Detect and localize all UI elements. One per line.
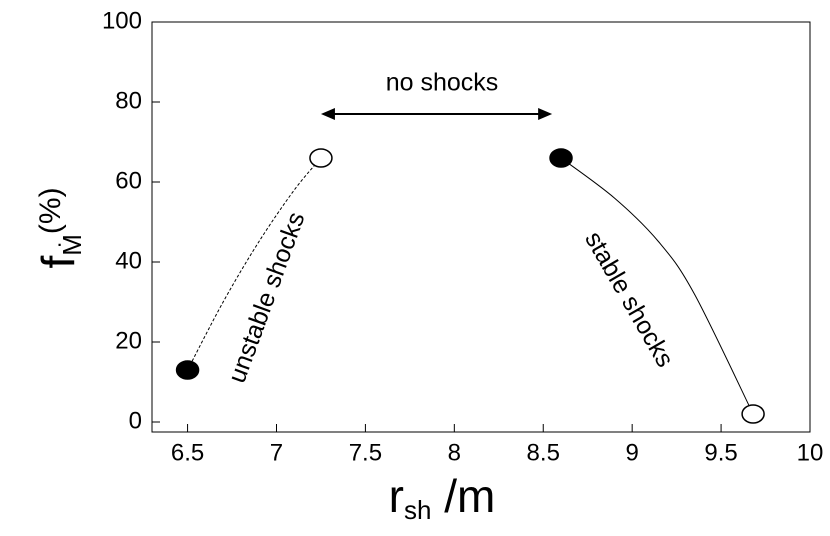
annotation: unstable shocks <box>223 209 311 387</box>
x-tick-label: 8 <box>448 439 461 466</box>
x-tick-label: 8.5 <box>527 439 560 466</box>
marker <box>741 404 765 424</box>
y-tick-label: 100 <box>102 7 142 34</box>
x-tick-label: 9.5 <box>704 439 737 466</box>
y-tick-label: 40 <box>115 247 142 274</box>
arrow-head <box>320 108 335 120</box>
x-tick-label: 7.5 <box>349 439 382 466</box>
line <box>187 157 322 371</box>
y-tick-label: 0 <box>129 407 142 434</box>
y-tick-label: 60 <box>115 167 142 194</box>
y-tick-label: 20 <box>115 327 142 354</box>
marker <box>309 148 333 168</box>
x-axis-label: rsh /m <box>389 470 496 525</box>
marker <box>175 360 200 380</box>
y-tick-label: 80 <box>115 87 142 114</box>
x-tick-label: 9 <box>625 439 638 466</box>
x-tick-label: 6.5 <box>171 439 204 466</box>
marker <box>549 148 573 168</box>
arrow-head <box>538 108 553 120</box>
y-axis-label: fṀ(%) <box>32 187 87 268</box>
x-tick-label: 7 <box>270 439 283 466</box>
annotation: no shocks <box>386 69 499 97</box>
x-tick-label: 10 <box>797 439 824 466</box>
plot-frame <box>151 21 811 433</box>
line <box>560 157 754 415</box>
